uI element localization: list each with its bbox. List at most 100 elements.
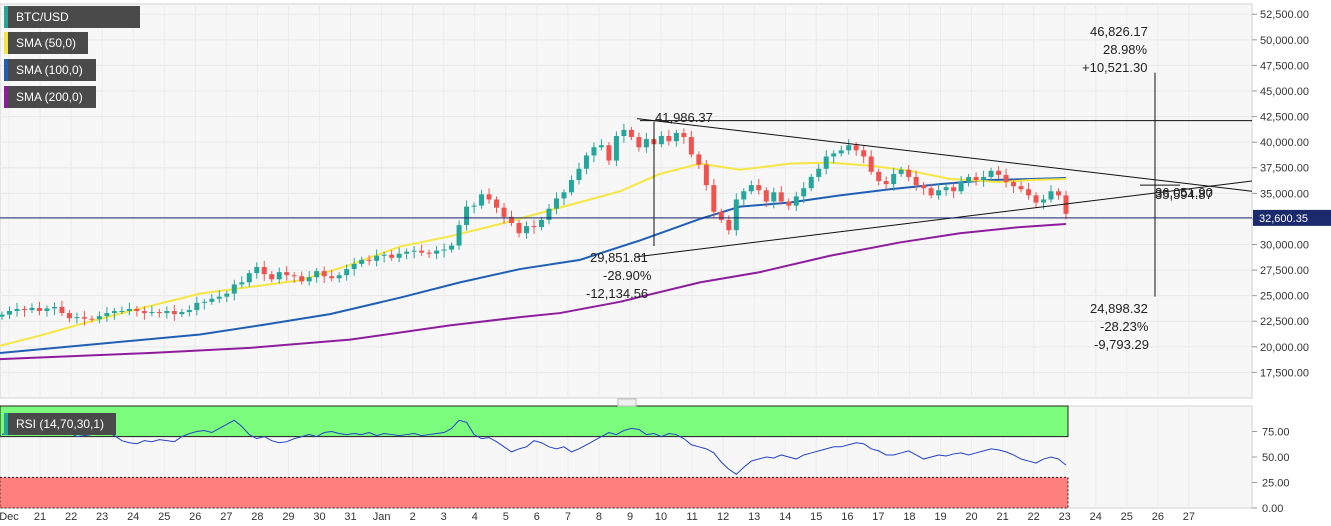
x-tick-label: 9 — [627, 511, 633, 523]
candle-body — [194, 302, 200, 310]
x-tick-label: 17 — [872, 511, 884, 523]
y-tick-label: 45,000.00 — [1260, 86, 1309, 98]
annotation-label: 29,851.81 — [590, 250, 648, 265]
y-tick-label: 42,500.00 — [1260, 112, 1309, 124]
x-tick-label: 25 — [158, 511, 170, 523]
candle-body — [111, 311, 117, 314]
candle-body — [846, 145, 852, 151]
candle-body — [59, 306, 65, 314]
x-tick-label: 24 — [1090, 511, 1102, 523]
candle-body — [1011, 182, 1017, 187]
x-tick-label: 29 — [282, 511, 294, 523]
candle-body — [516, 223, 522, 234]
candle-body — [254, 267, 260, 274]
candle-body — [531, 226, 537, 228]
candle-body — [756, 185, 762, 191]
candle-body — [441, 249, 447, 251]
candle-body — [479, 194, 485, 206]
candle-body — [733, 199, 739, 231]
candle-body — [996, 170, 1002, 175]
candle-body — [718, 211, 724, 220]
x-tick-label: Dec — [0, 511, 19, 523]
y-tick-label: 30,000.00 — [1260, 239, 1309, 251]
legend-sma100[interactable]: SMA (100,0) — [4, 59, 96, 81]
legend-rsi[interactable]: RSI (14,70,30,1) — [4, 413, 116, 435]
candle-body — [156, 312, 162, 314]
candle-body — [216, 296, 222, 299]
rsi-bands — [0, 405, 1069, 509]
candle-body — [816, 168, 822, 177]
candle-body — [1063, 195, 1069, 214]
candle-body — [141, 311, 147, 314]
x-tick-label: 23 — [1059, 511, 1071, 523]
annotation-label: -28.90% — [603, 268, 652, 283]
candle-body — [958, 182, 964, 192]
candle-body — [726, 219, 732, 231]
candle-body — [306, 277, 312, 282]
candle-body — [823, 156, 829, 169]
x-tick-label: 11 — [686, 511, 697, 523]
rsi-series-line — [1, 419, 1067, 475]
candle-body — [51, 306, 57, 309]
x-tick-label: 27 — [1183, 511, 1195, 523]
x-tick-label: 20 — [965, 511, 977, 523]
rsi-tick-label: 25.00 — [1262, 478, 1290, 490]
candle-body — [898, 169, 904, 174]
annotation-label: -12,134.56 — [586, 286, 648, 301]
candle-body — [209, 298, 215, 302]
legend-btcusd[interactable]: BTC/USD (CoinBase) — [4, 6, 140, 46]
x-tick-label: Jan — [373, 511, 391, 523]
candle-body — [1033, 195, 1039, 203]
candle-body — [1056, 191, 1062, 196]
candle-body — [808, 176, 814, 189]
candle-body — [928, 188, 934, 196]
y-tick-label: 35,000.00 — [1260, 188, 1309, 200]
x-tick-label: 25 — [1121, 511, 1133, 523]
x-tick-label: 8 — [596, 511, 602, 523]
legend-sma200[interactable]: SMA (200,0) — [4, 86, 96, 108]
trendline — [636, 180, 1253, 258]
x-tick-label: 24 — [127, 511, 139, 523]
annotation-label: 35,594.87 — [1155, 187, 1213, 202]
candle-body — [1003, 174, 1009, 183]
candle-body — [96, 316, 102, 320]
annotation-label: 41,986.37 — [655, 110, 713, 125]
candle-body — [426, 252, 432, 254]
rsi-oversold-band — [0, 476, 1069, 509]
candle-body — [36, 307, 42, 312]
axes: 52,500.00 50,000.00 47,500.00 45,000.00 42,5… — [0, 9, 1331, 523]
candle-body — [703, 164, 709, 186]
y-tick-label: 52,500.00 — [1260, 9, 1309, 21]
candle-body — [741, 191, 747, 200]
x-tick-label: 23 — [96, 511, 108, 523]
candle-body — [524, 226, 530, 234]
candle-body — [344, 269, 350, 276]
candle-body — [89, 318, 95, 320]
x-tick-label: 2 — [410, 511, 416, 523]
candle-body — [149, 312, 155, 314]
candle-body — [404, 251, 410, 254]
x-tick-label: 26 — [1152, 511, 1164, 523]
x-tick-label: 22 — [1028, 511, 1040, 523]
x-tick-label: 16 — [841, 511, 853, 523]
annotation-label: 28.98% — [1103, 42, 1148, 57]
annotation-label: 46,826.17 — [1090, 24, 1148, 39]
candle-body — [21, 308, 27, 310]
y-tick-label: 22,500.00 — [1260, 316, 1309, 328]
x-tick-label: 5 — [503, 511, 509, 523]
candle-body — [936, 190, 942, 196]
candle-body — [261, 267, 267, 275]
candle-body — [868, 156, 874, 172]
candle-body — [561, 192, 567, 199]
legend-sma50[interactable]: SMA (50,0) — [4, 32, 88, 54]
x-tick-label: 27 — [220, 511, 232, 523]
candle-body — [943, 187, 949, 191]
candle-body — [883, 181, 889, 185]
candle-body — [763, 190, 769, 202]
trendline — [636, 118, 1253, 192]
candle-body — [658, 136, 664, 145]
candle-body — [1018, 186, 1024, 190]
y-tick-label: 37,500.00 — [1260, 163, 1309, 175]
candle-body — [291, 275, 297, 277]
candle-body — [771, 192, 777, 202]
